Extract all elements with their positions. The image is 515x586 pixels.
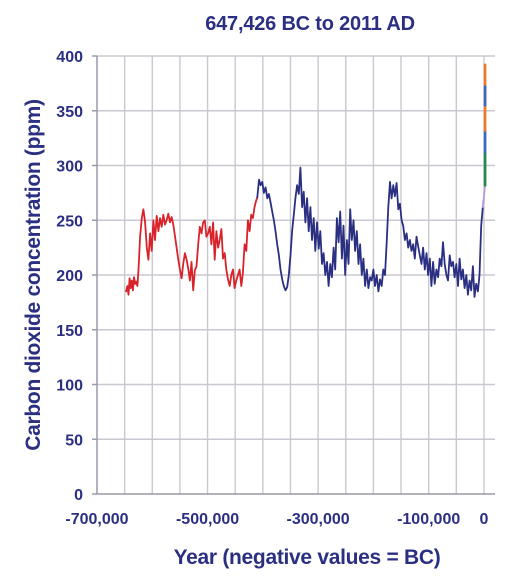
y-tick-label: 150: [56, 323, 83, 340]
y-tick-label: 350: [56, 104, 83, 121]
x-tick-label: -300,000: [287, 511, 350, 528]
x-axis-title: Year (negative values = BC): [174, 546, 441, 569]
x-tick-label: -700,000: [65, 511, 128, 528]
y-tick-label: 100: [56, 378, 83, 395]
x-tick-label: 0: [479, 511, 488, 528]
data-series: [125, 63, 487, 298]
tick-labels: 0 50 100 150 200 250 300 350 400 -700,000 -500,000…: [56, 49, 488, 528]
y-tick-label: 300: [56, 159, 83, 176]
x-tick-label: -100,000: [397, 511, 460, 528]
chart-title: 647,426 BC to 2011 AD: [205, 13, 415, 35]
x-tick-label: -500,000: [176, 511, 239, 528]
y-axis-title: Carbon dioxide concentration (ppm): [22, 99, 45, 450]
y-tick-label: 250: [56, 213, 83, 230]
series-line-2: [256, 166, 484, 298]
y-tick-label: 0: [74, 487, 83, 504]
y-tick-label: 400: [56, 49, 83, 66]
series-line-3: [481, 184, 487, 209]
series-line-1: [125, 196, 259, 296]
y-tick-label: 200: [56, 268, 83, 285]
y-tick-label: 50: [65, 432, 83, 449]
